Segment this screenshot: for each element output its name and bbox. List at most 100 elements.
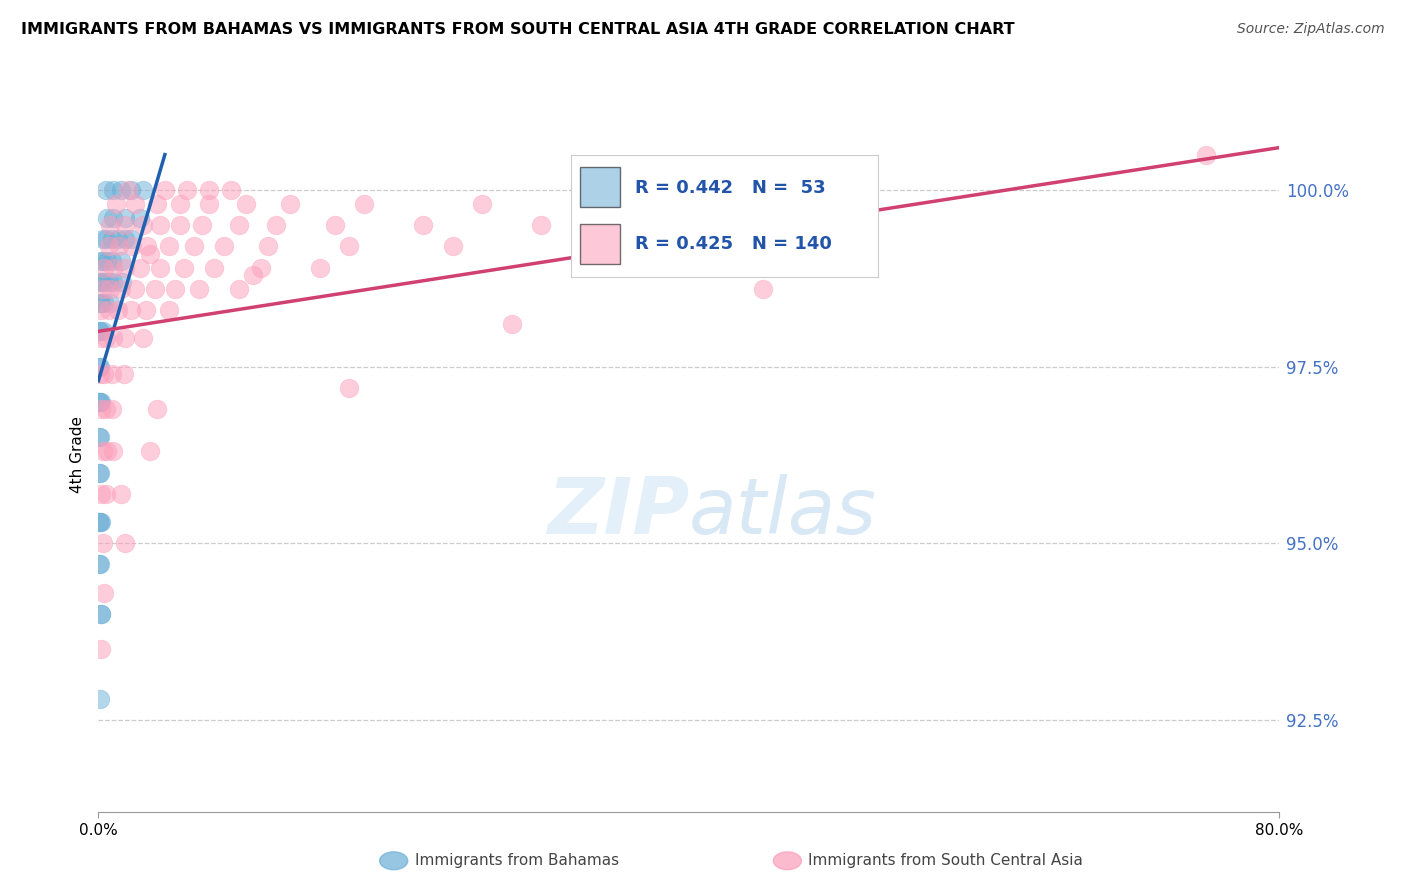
Point [93, 296, 115, 310]
FancyBboxPatch shape [581, 168, 620, 207]
Point [110, 487, 132, 501]
Point [242, 268, 264, 282]
Point [89, 359, 111, 374]
Point [323, 219, 346, 233]
Point [90, 402, 112, 417]
Point [96, 444, 118, 458]
Point [120, 183, 142, 197]
Point [146, 197, 169, 211]
Point [114, 219, 136, 233]
Point [309, 260, 332, 275]
Point [91, 275, 114, 289]
Point [100, 232, 122, 246]
Point [97, 239, 120, 253]
Point [100, 367, 122, 381]
Point [146, 402, 169, 417]
Text: Immigrants from South Central Asia: Immigrants from South Central Asia [808, 854, 1084, 868]
Point [93, 367, 115, 381]
Point [149, 219, 172, 233]
Text: IMMIGRANTS FROM BAHAMAS VS IMMIGRANTS FROM SOUTH CENTRAL ASIA 4TH GRADE CORRELAT: IMMIGRANTS FROM BAHAMAS VS IMMIGRANTS FR… [21, 22, 1015, 37]
Point [128, 260, 150, 275]
Point [90, 296, 112, 310]
Point [132, 219, 155, 233]
Point [93, 260, 115, 275]
Point [89, 367, 111, 381]
Point [97, 303, 120, 318]
Point [212, 239, 235, 253]
Point [228, 219, 250, 233]
Point [94, 331, 117, 345]
Point [93, 275, 115, 289]
Point [120, 232, 142, 246]
Point [89, 558, 111, 572]
Point [751, 282, 773, 296]
Point [90, 607, 112, 621]
Point [183, 239, 205, 253]
Point [100, 253, 122, 268]
Point [135, 303, 157, 318]
Point [89, 558, 111, 572]
Text: R = 0.442   N =  53: R = 0.442 N = 53 [636, 179, 825, 197]
Point [89, 395, 111, 409]
Point [169, 219, 191, 233]
Point [91, 444, 114, 458]
Point [114, 536, 136, 550]
Point [128, 211, 150, 226]
Text: atlas: atlas [689, 474, 877, 550]
Point [91, 232, 114, 246]
Point [124, 197, 146, 211]
Point [94, 232, 117, 246]
Point [89, 430, 111, 444]
Point [90, 607, 112, 621]
Text: Source: ZipAtlas.com: Source: ZipAtlas.com [1237, 22, 1385, 37]
Point [173, 260, 195, 275]
Point [89, 466, 111, 480]
Point [90, 395, 112, 409]
Point [91, 253, 114, 268]
Point [89, 359, 111, 374]
Point [100, 402, 122, 417]
Point [103, 183, 125, 197]
Point [139, 246, 162, 260]
Point [353, 197, 375, 211]
Point [89, 515, 111, 529]
Point [93, 585, 115, 599]
Point [90, 515, 112, 529]
Point [198, 197, 221, 211]
Point [136, 239, 159, 253]
Point [89, 324, 111, 338]
Text: R = 0.425   N = 140: R = 0.425 N = 140 [636, 235, 832, 252]
Point [89, 466, 111, 480]
Point [337, 381, 360, 395]
Point [219, 183, 243, 197]
Point [117, 183, 139, 197]
Point [149, 260, 172, 275]
Point [139, 444, 162, 458]
Point [169, 197, 191, 211]
Point [153, 183, 176, 197]
Point [202, 260, 225, 275]
Point [90, 331, 112, 345]
Point [501, 317, 523, 331]
Point [114, 331, 136, 345]
Point [103, 331, 125, 345]
Point [103, 260, 125, 275]
Point [90, 487, 112, 501]
Point [103, 211, 125, 226]
Text: Immigrants from Bahamas: Immigrants from Bahamas [415, 854, 619, 868]
Point [89, 430, 111, 444]
Point [264, 219, 287, 233]
Point [228, 282, 250, 296]
Point [157, 303, 180, 318]
Point [89, 691, 111, 706]
Point [250, 260, 273, 275]
Point [112, 367, 135, 381]
Point [165, 282, 187, 296]
Y-axis label: 4th Grade: 4th Grade [69, 417, 84, 493]
Point [96, 253, 118, 268]
Point [94, 487, 117, 501]
Point [89, 275, 111, 289]
Point [114, 260, 136, 275]
Point [94, 183, 117, 197]
Point [441, 239, 464, 253]
